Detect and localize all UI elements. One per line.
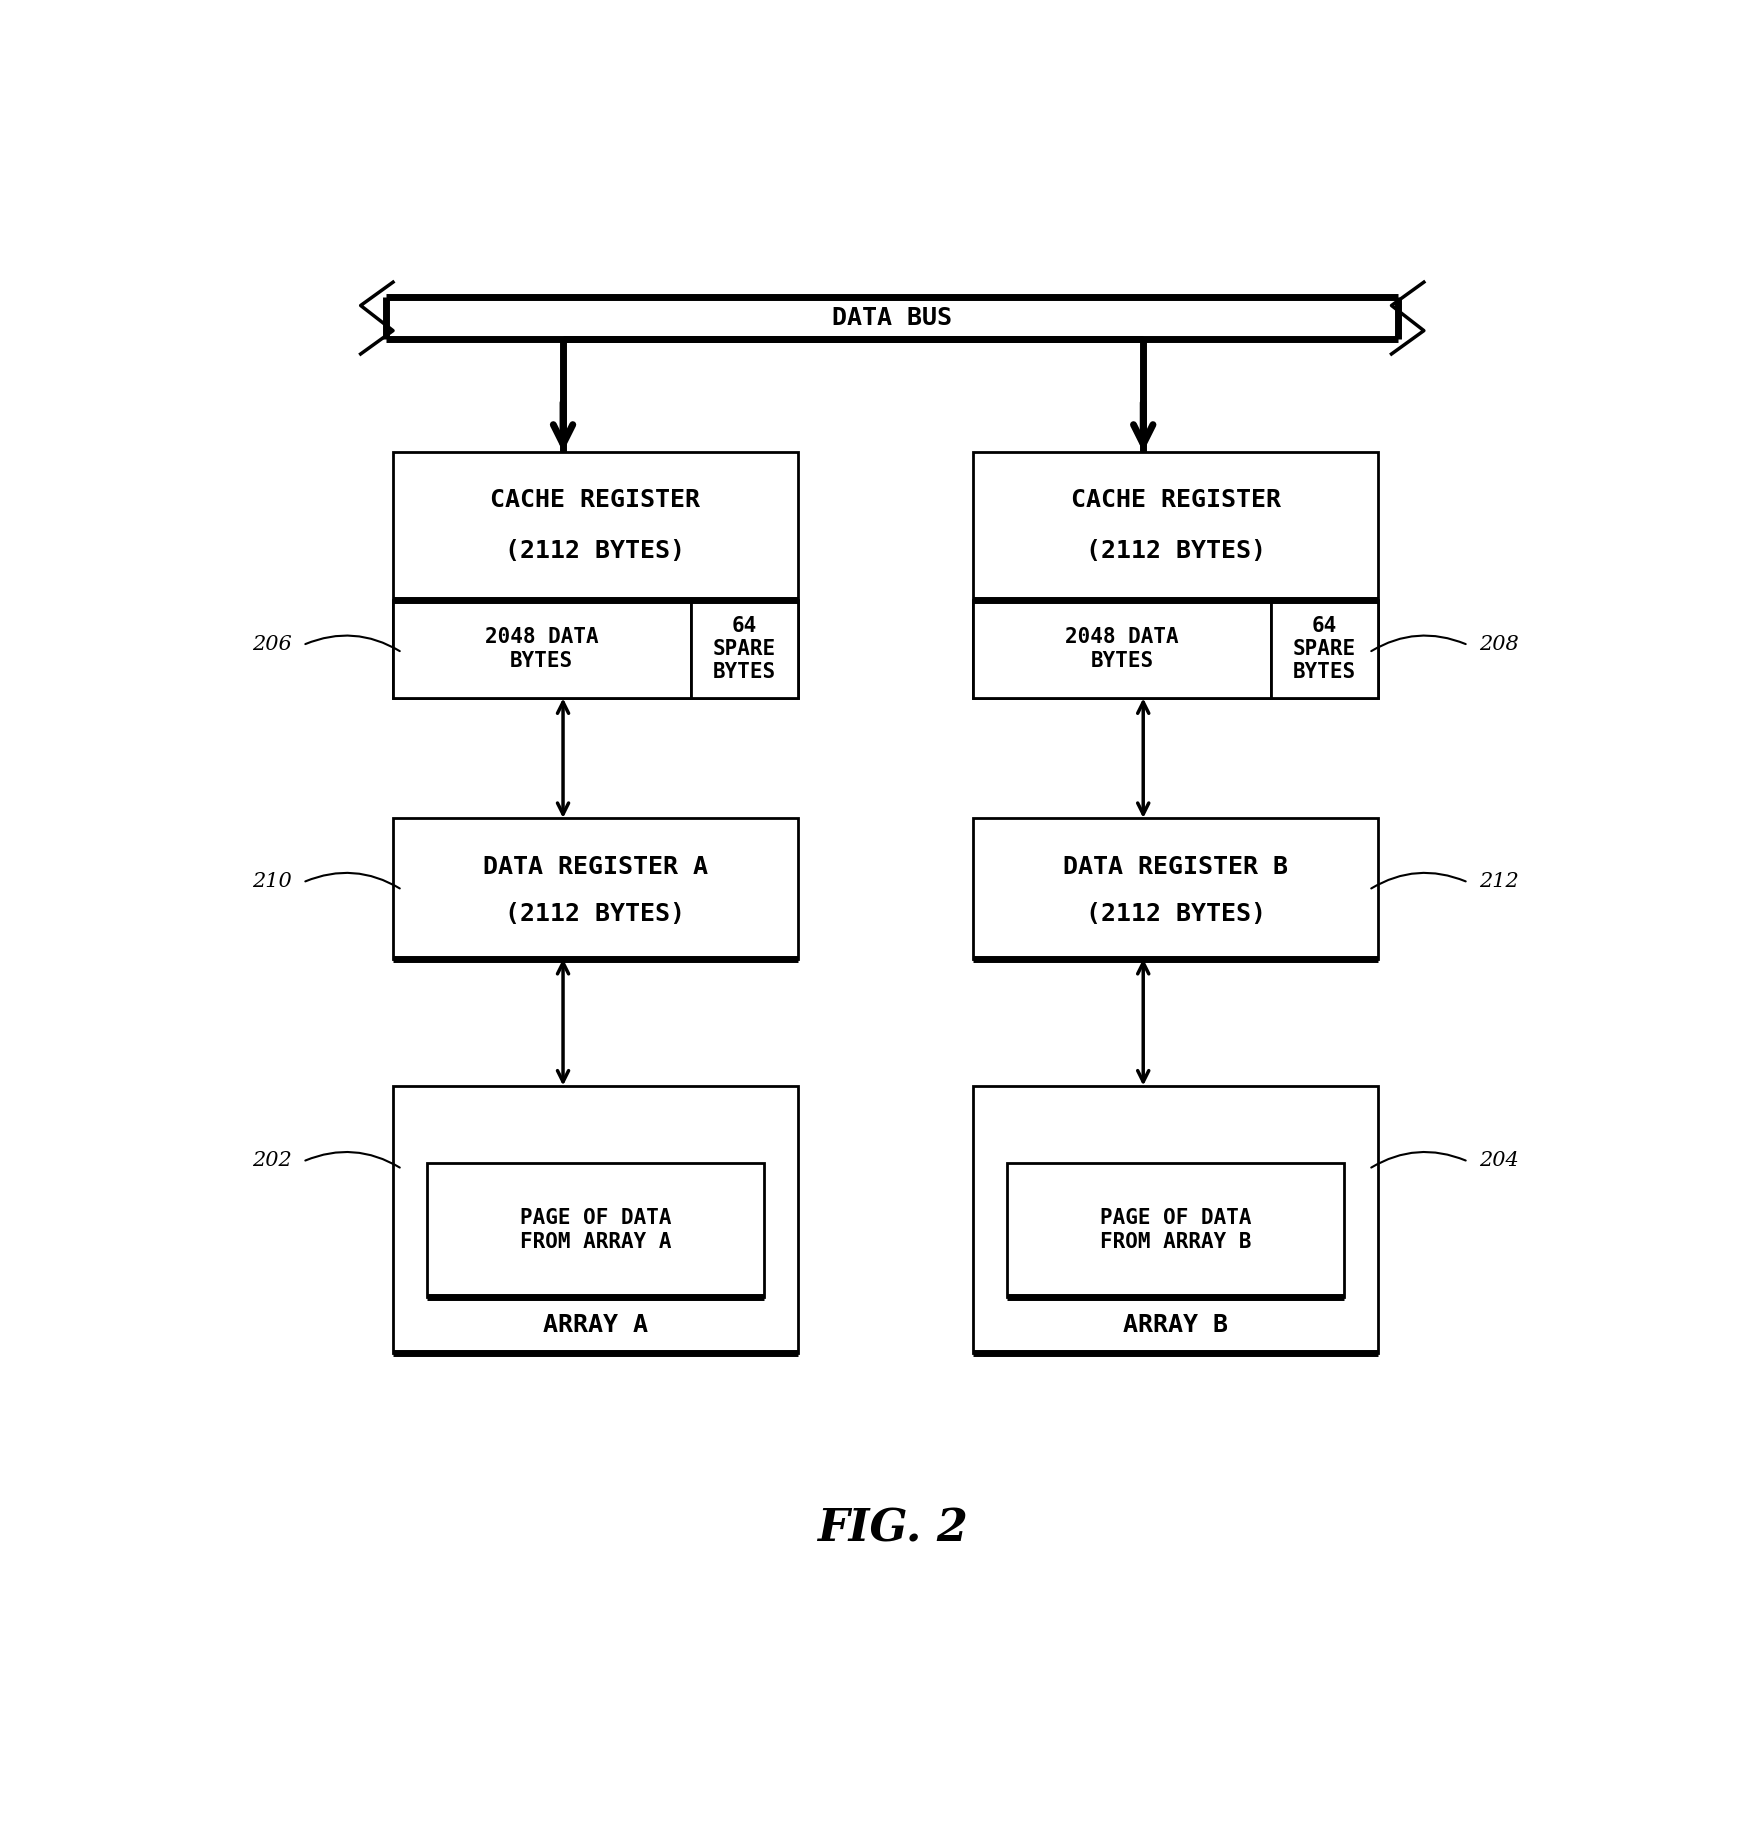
Bar [973, 600, 1271, 699]
Text: (2112 BYTES): (2112 BYTES) [1086, 540, 1266, 563]
Bar [1271, 600, 1379, 699]
Bar [973, 818, 1379, 958]
Text: 208: 208 [1480, 635, 1518, 653]
Text: PAGE OF DATA
FROM ARRAY A: PAGE OF DATA FROM ARRAY A [519, 1209, 672, 1251]
Text: 206: 206 [252, 635, 292, 653]
Text: 64
SPARE
BYTES: 64 SPARE BYTES [712, 616, 776, 682]
Bar [393, 818, 797, 958]
Bar [1006, 1163, 1344, 1297]
Bar [973, 1086, 1379, 1353]
Text: CACHE REGISTER: CACHE REGISTER [1071, 488, 1281, 512]
Bar [393, 452, 797, 699]
Text: 2048 DATA
BYTES: 2048 DATA BYTES [1065, 627, 1179, 671]
Bar [973, 452, 1379, 699]
Text: 204: 204 [1480, 1150, 1518, 1171]
Text: (2112 BYTES): (2112 BYTES) [505, 902, 686, 925]
Text: CACHE REGISTER: CACHE REGISTER [491, 488, 700, 512]
Text: FIG. 2: FIG. 2 [817, 1507, 968, 1551]
Text: 212: 212 [1480, 872, 1518, 891]
Text: DATA BUS: DATA BUS [832, 305, 952, 329]
Text: 202: 202 [252, 1150, 292, 1171]
Text: (2112 BYTES): (2112 BYTES) [1086, 902, 1266, 925]
Bar [393, 1086, 797, 1353]
Bar [427, 1163, 764, 1297]
Bar [393, 600, 691, 699]
Text: DATA REGISTER B: DATA REGISTER B [1064, 856, 1288, 880]
Text: (2112 BYTES): (2112 BYTES) [505, 540, 686, 563]
Text: 2048 DATA
BYTES: 2048 DATA BYTES [486, 627, 599, 671]
Text: ARRAY A: ARRAY A [543, 1313, 648, 1337]
Bar [691, 600, 797, 699]
Text: ARRAY B: ARRAY B [1123, 1313, 1227, 1337]
Text: 210: 210 [252, 872, 292, 891]
Text: DATA REGISTER A: DATA REGISTER A [482, 856, 709, 880]
Text: 64
SPARE
BYTES: 64 SPARE BYTES [1294, 616, 1356, 682]
Text: PAGE OF DATA
FROM ARRAY B: PAGE OF DATA FROM ARRAY B [1100, 1209, 1252, 1251]
